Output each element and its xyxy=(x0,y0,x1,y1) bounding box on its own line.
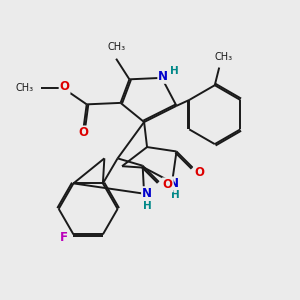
Text: H: H xyxy=(143,201,152,211)
Text: F: F xyxy=(60,231,68,244)
Text: N: N xyxy=(169,177,178,190)
Text: O: O xyxy=(194,166,204,178)
Text: CH₃: CH₃ xyxy=(16,83,34,93)
Text: CH₃: CH₃ xyxy=(107,42,125,52)
Text: O: O xyxy=(163,178,173,191)
Text: CH₃: CH₃ xyxy=(214,52,233,62)
Text: H: H xyxy=(170,66,178,76)
Text: O: O xyxy=(79,126,89,140)
Text: N: N xyxy=(142,187,152,200)
Text: H: H xyxy=(171,190,179,200)
Text: O: O xyxy=(60,80,70,93)
Text: N: N xyxy=(158,70,168,83)
